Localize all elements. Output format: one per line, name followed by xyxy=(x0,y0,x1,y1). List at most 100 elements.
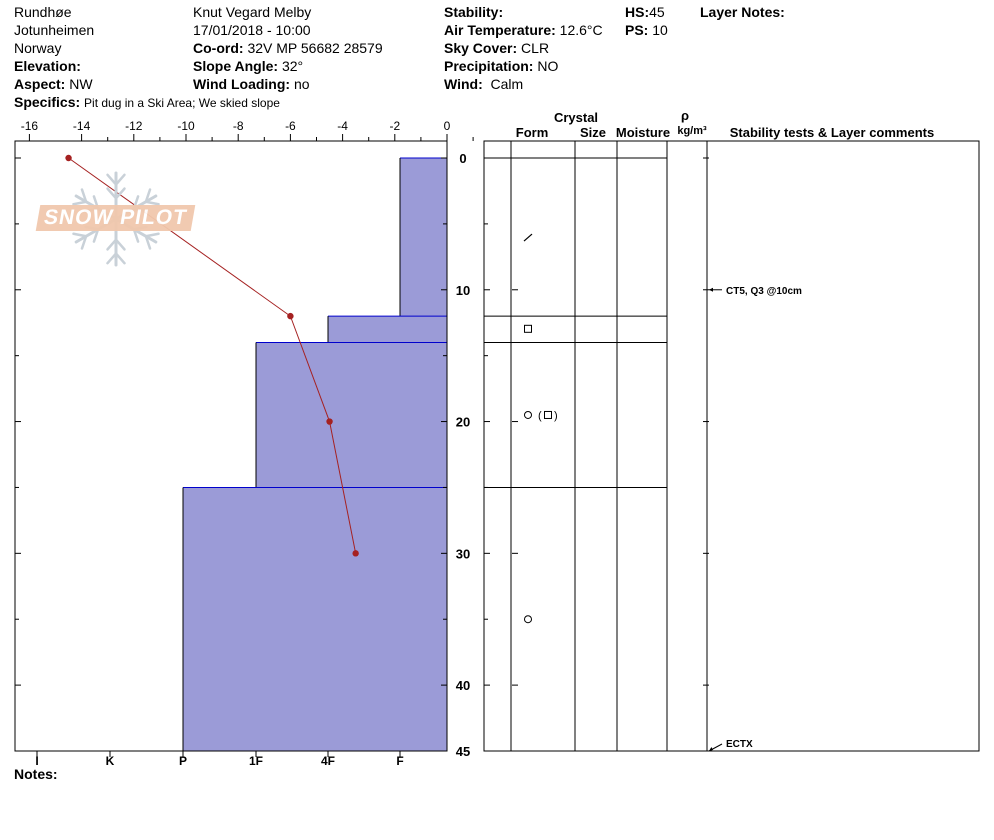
sky-cover-label: Sky Cover: xyxy=(444,40,518,56)
wind-label: Wind: xyxy=(444,76,483,92)
hardness-tick-label-3: 1F xyxy=(249,754,263,768)
specifics-label: Specifics: xyxy=(14,94,81,110)
temp-tick-label-0: -16 xyxy=(21,119,39,133)
stability-test-label-1: ECTX xyxy=(726,739,753,750)
air-temperature-label: Air Temperature: xyxy=(444,22,556,38)
snowflake-branch-3-1-1 xyxy=(106,252,118,265)
wind-loading-value: no xyxy=(293,76,310,92)
density-rho-header: ρ xyxy=(681,108,689,123)
snowflake-branch-3-0-0 xyxy=(114,238,126,251)
precipitation-field: Precipitation: NO xyxy=(444,57,558,75)
density-unit-header: kg/m³ xyxy=(677,125,707,137)
ps-field: PS: 10 xyxy=(625,21,668,39)
crystal-header: Crystal xyxy=(554,110,598,125)
precipitation-label: Precipitation: xyxy=(444,58,534,74)
ps-label: PS: xyxy=(625,22,649,38)
wind-value: Calm xyxy=(490,76,524,92)
temp-tick-label-8: 0 xyxy=(444,119,451,133)
temp-tick-label-1: -14 xyxy=(73,119,91,133)
sky-cover-field: Sky Cover: CLR xyxy=(444,39,549,57)
crystal-form-square-1 xyxy=(524,324,532,333)
depth-tick-label-5: 45 xyxy=(456,744,470,759)
snowflake-branch-2-1-1 xyxy=(144,235,152,250)
air-temperature-value: 12.6°C xyxy=(559,22,603,38)
crystal-form-paren-close-2: ) xyxy=(554,410,558,422)
temp-tick-label-5: -6 xyxy=(285,119,296,133)
air-temperature-field: Air Temperature: 12.6°C xyxy=(444,21,603,39)
stability-test-arrowhead-1 xyxy=(709,747,713,751)
crystal-form-round-3 xyxy=(524,615,532,624)
hs-label: HS: xyxy=(625,4,650,20)
snowflake-branch-1-1-0 xyxy=(144,188,152,203)
crystal-forms: () xyxy=(523,233,558,624)
crystal-form-round-2 xyxy=(524,410,532,419)
temp-tick-label-6: -4 xyxy=(337,119,348,133)
size-header: Size xyxy=(580,125,606,140)
hardness-layer-0 xyxy=(400,158,447,317)
snowflake-branch-3-0-1 xyxy=(106,238,118,251)
layer-table xyxy=(483,140,980,752)
snowflake-branch-2-0-1 xyxy=(132,228,140,243)
wind-loading-label: Wind Loading: xyxy=(193,76,291,92)
snowflake-branch-0-0-0 xyxy=(106,187,118,200)
depth-tick-label-2: 20 xyxy=(456,415,470,430)
stability-field: Stability: xyxy=(444,3,503,21)
hardness-layers xyxy=(182,157,447,751)
snowflake-branch-5-1-1 xyxy=(80,188,88,203)
depth-axis: 0 10 20 30 40 45 xyxy=(15,151,709,759)
elevation-field: Elevation: xyxy=(14,57,81,75)
aspect-field: Aspect: NW xyxy=(14,75,93,93)
snowflake-branch-3-1-0 xyxy=(114,252,126,265)
hardness-tick-label-4: 4F xyxy=(321,754,335,768)
hardness-axis: I K P 1F 4F F xyxy=(35,751,404,768)
observation-datetime: 17/01/2018 - 10:00 xyxy=(193,22,311,38)
temperature-point-2 xyxy=(326,418,333,425)
depth-tick-label-1: 10 xyxy=(456,283,470,298)
snowflake-branch-0-0-1 xyxy=(114,187,126,200)
coord-value: 32V MP 56682 28579 xyxy=(247,40,383,56)
elevation-label: Elevation: xyxy=(14,58,81,74)
notes-label: Notes: xyxy=(14,766,58,782)
temperature-line xyxy=(68,157,357,554)
crystal-form-facet-0 xyxy=(523,233,533,242)
stability-test-label-0: CT5, Q3 @10cm xyxy=(726,286,802,297)
location-name: Rundhøe xyxy=(14,4,72,20)
slope-angle-value: 32° xyxy=(281,58,304,74)
snowflake-branch-0-1-0 xyxy=(106,173,118,186)
temperature-profile xyxy=(65,154,359,557)
temp-tick-label-7: -2 xyxy=(389,119,400,133)
stability-label: Stability: xyxy=(444,4,504,20)
snowflake-branch-2-1-0 xyxy=(144,232,160,238)
specifics-field: Specifics: Pit dug in a Ski Area; We ski… xyxy=(14,93,280,112)
precipitation-value: NO xyxy=(537,58,559,74)
coord-label: Co-ord: xyxy=(193,40,244,56)
wind-loading-field: Wind Loading: no xyxy=(193,75,310,93)
slope-angle-label: Slope Angle: xyxy=(193,58,279,74)
hardness-tick-label-5: F xyxy=(396,754,403,768)
snowflake-branch-1-1-1 xyxy=(144,200,160,206)
depth-tick-label-4: 40 xyxy=(456,678,470,693)
layer-notes-label: Layer Notes: xyxy=(700,4,785,20)
temperature-point-1 xyxy=(287,312,294,320)
snowflake-branch-5-1-0 xyxy=(72,200,88,206)
sky-cover-value: CLR xyxy=(521,40,550,56)
temp-tick-label-2: -12 xyxy=(125,119,143,133)
region-name: Jotunheimen xyxy=(14,22,95,38)
crystal-form-secondary-square-2 xyxy=(544,410,552,419)
temperature-point-0 xyxy=(65,154,72,162)
depth-tick-label-3: 30 xyxy=(456,546,470,561)
stability-test-arrowhead-0 xyxy=(709,287,713,292)
stability-test-annotations: CT5, Q3 @10cm ECTX xyxy=(708,286,802,752)
hs-field: HS:45 xyxy=(625,3,665,21)
snowflake-branch-0-1-1 xyxy=(114,173,126,186)
left-plot-frame xyxy=(14,140,448,752)
crystal-form-paren-open-2: ( xyxy=(538,410,542,422)
hardness-layer-1 xyxy=(328,316,447,343)
depth-tick-label-0: 0 xyxy=(459,151,466,166)
wind-field: Wind: Calm xyxy=(444,75,523,93)
observer-name: Knut Vegard Melby xyxy=(193,4,312,20)
slope-angle-field: Slope Angle: 32° xyxy=(193,57,303,75)
left-plot-border xyxy=(14,140,448,752)
hardness-tick-label-0: I xyxy=(35,754,38,768)
